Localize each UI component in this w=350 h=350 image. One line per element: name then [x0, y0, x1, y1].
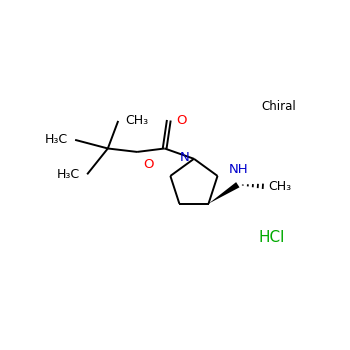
Text: N: N [180, 151, 189, 164]
Text: O: O [143, 158, 153, 171]
Text: Chiral: Chiral [261, 100, 296, 113]
Polygon shape [209, 182, 239, 204]
Text: CH₃: CH₃ [126, 114, 149, 127]
Text: NH: NH [229, 163, 248, 176]
Text: H₃C: H₃C [57, 168, 80, 181]
Text: HCl: HCl [258, 230, 285, 245]
Text: H₃C: H₃C [44, 133, 68, 146]
Text: O: O [176, 114, 187, 127]
Text: CH₃: CH₃ [268, 180, 292, 193]
